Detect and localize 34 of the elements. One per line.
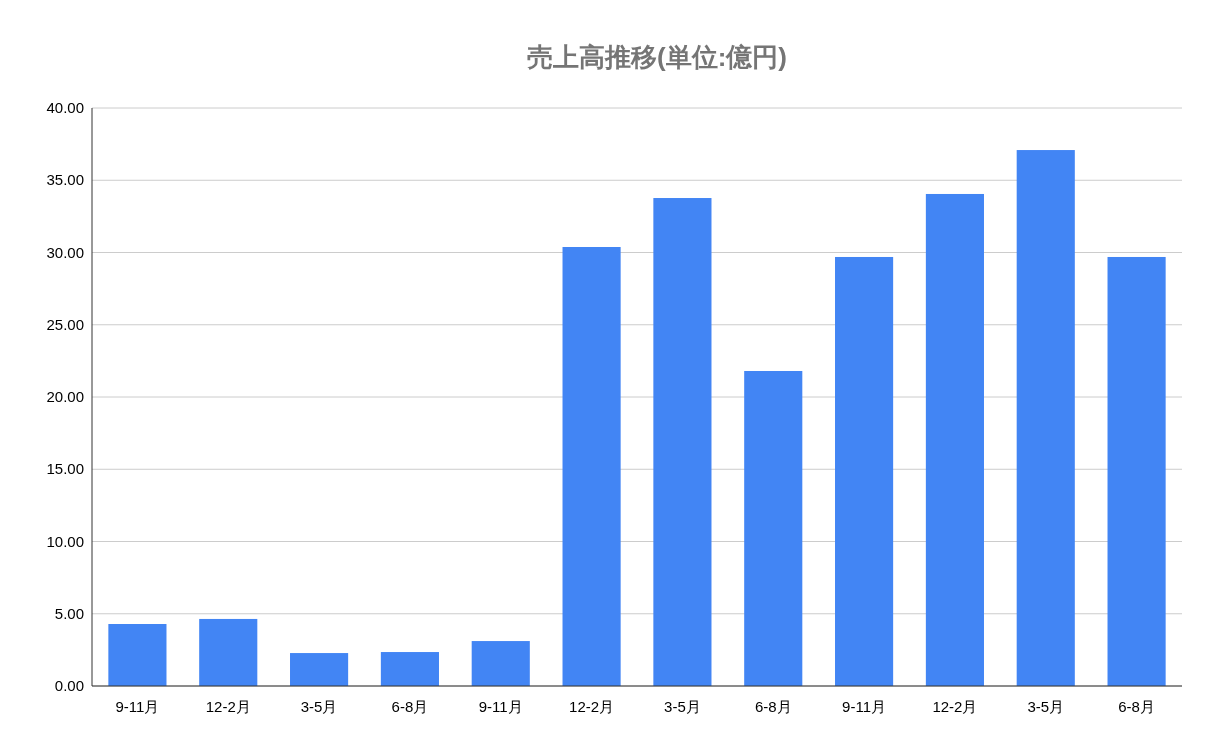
bar bbox=[653, 198, 712, 686]
bar bbox=[925, 193, 984, 686]
bar bbox=[1016, 150, 1075, 686]
x-tick-label: 9-11月 bbox=[115, 698, 160, 715]
x-tick-label: 9-11月 bbox=[478, 698, 523, 715]
bar bbox=[835, 256, 894, 686]
y-tick-label: 5.00 bbox=[54, 604, 84, 622]
x-tick-label: 12-2月 bbox=[569, 698, 615, 715]
x-tick-label: 12-2月 bbox=[932, 698, 978, 715]
y-tick-label: 10.00 bbox=[46, 532, 84, 550]
bar bbox=[199, 618, 258, 686]
y-tick-label: 20.00 bbox=[46, 388, 84, 405]
bar bbox=[380, 652, 439, 686]
x-tick-label: 6-8月 bbox=[391, 698, 429, 715]
bar bbox=[471, 641, 530, 686]
y-tick-label: 15.00 bbox=[46, 460, 84, 478]
x-tick-label: 9-11月 bbox=[842, 698, 887, 715]
y-tick-label: 0.00 bbox=[54, 677, 84, 694]
y-tick-label: 30.00 bbox=[46, 243, 84, 261]
y-tick-label: 35.00 bbox=[46, 171, 84, 189]
bar bbox=[744, 370, 803, 686]
bar bbox=[108, 624, 167, 686]
bar bbox=[290, 653, 349, 686]
x-tick-label: 6-8月 bbox=[1118, 698, 1155, 715]
bar bbox=[1107, 256, 1166, 686]
x-tick-label: 6-8月 bbox=[754, 698, 792, 715]
x-tick-label: 12-2月 bbox=[205, 698, 251, 715]
x-tick-label: 3-5月 bbox=[300, 698, 338, 715]
y-tick-label: 25.00 bbox=[46, 315, 84, 333]
x-tick-label: 3-5月 bbox=[1027, 698, 1065, 715]
chart-title: 売上高推移(単位:億円) bbox=[527, 42, 787, 72]
x-tick-label: 3-5月 bbox=[664, 698, 701, 715]
y-tick-label: 40.00 bbox=[46, 99, 84, 116]
bar bbox=[562, 247, 621, 686]
